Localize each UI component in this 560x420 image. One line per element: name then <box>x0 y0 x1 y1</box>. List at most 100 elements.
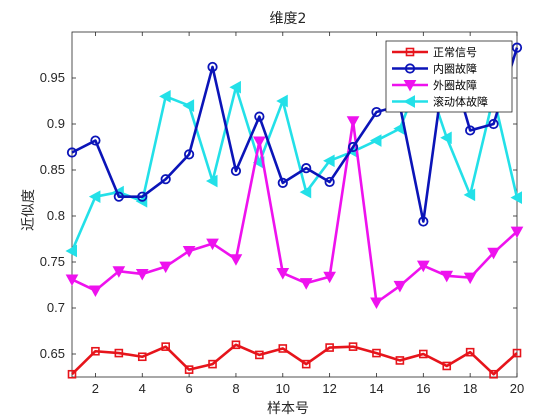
y-tick-label: 0.9 <box>47 116 65 131</box>
data-point <box>346 116 360 128</box>
data-point <box>112 266 126 278</box>
series-3 <box>65 116 524 310</box>
data-point <box>510 191 522 204</box>
data-point <box>416 260 430 273</box>
data-point <box>325 343 334 352</box>
data-point <box>463 188 476 202</box>
data-point <box>487 247 500 260</box>
data-point <box>160 174 171 185</box>
data-point <box>113 191 124 202</box>
data-point <box>278 344 288 353</box>
data-point <box>159 261 173 274</box>
data-point <box>184 365 194 374</box>
data-point <box>230 165 242 177</box>
data-point <box>371 106 382 118</box>
x-tick-label: 6 <box>185 381 192 396</box>
data-point <box>65 244 77 258</box>
data-point <box>323 154 335 168</box>
legend-item: 内圈故障 <box>392 62 477 76</box>
data-point <box>372 348 381 358</box>
legend-item: 正常信号 <box>392 46 477 59</box>
x-tick-label: 18 <box>463 381 477 396</box>
legend-marker <box>405 47 415 57</box>
legend-marker <box>403 95 415 108</box>
data-point <box>137 352 147 362</box>
chart-title: 维度2 <box>270 11 307 27</box>
data-point <box>419 349 428 359</box>
data-point <box>276 268 290 280</box>
y-tick-label: 0.8 <box>47 208 65 223</box>
x-tick-label: 10 <box>276 381 290 396</box>
data-point <box>510 226 524 239</box>
data-point <box>347 141 359 153</box>
y-axis-label: 近似度 <box>21 189 37 231</box>
x-tick-label: 4 <box>139 381 146 396</box>
data-point <box>511 42 523 53</box>
legend-label: 滚动体故障 <box>433 95 488 109</box>
data-point <box>323 271 336 284</box>
data-point <box>442 361 452 371</box>
data-point <box>89 285 102 298</box>
data-point <box>91 346 100 356</box>
legend-label: 正常信号 <box>433 46 477 59</box>
data-point <box>276 94 288 108</box>
legend-item: 外圈故障 <box>392 78 477 92</box>
data-point <box>393 280 407 293</box>
y-tick-label: 0.85 <box>40 162 65 177</box>
data-point <box>255 350 264 360</box>
data-point <box>418 216 429 227</box>
data-point <box>395 356 405 365</box>
data-point <box>370 297 383 310</box>
data-point <box>512 348 522 358</box>
data-point <box>301 359 311 369</box>
x-tick-label: 20 <box>510 381 524 396</box>
series-line <box>70 67 519 252</box>
x-tick-label: 8 <box>232 381 239 396</box>
legend-marker <box>404 63 416 74</box>
x-tick-label: 14 <box>369 381 383 396</box>
data-point <box>135 268 149 281</box>
x-tick-label: 2 <box>92 381 99 396</box>
x-axis-label: 样本号 <box>267 401 309 417</box>
series-1 <box>67 340 522 379</box>
data-point <box>299 185 312 199</box>
data-point <box>254 111 265 122</box>
data-point <box>184 149 195 160</box>
legend-item: 滚动体故障 <box>392 95 488 109</box>
x-tick-label: 16 <box>416 381 430 396</box>
data-point <box>208 359 217 369</box>
data-point <box>324 176 335 188</box>
data-point <box>301 163 312 174</box>
data-point <box>369 134 382 147</box>
data-point <box>207 61 218 73</box>
data-point <box>488 118 499 130</box>
data-point <box>229 254 243 266</box>
data-point <box>159 90 171 103</box>
data-point <box>182 245 196 258</box>
data-point <box>66 147 78 158</box>
series-group <box>65 42 524 379</box>
y-tick-label: 0.65 <box>40 346 65 361</box>
data-point <box>90 135 101 146</box>
data-point <box>465 125 476 136</box>
y-tick-label: 0.7 <box>47 300 65 315</box>
data-point <box>137 191 148 202</box>
data-point <box>277 177 288 188</box>
data-point <box>65 274 79 287</box>
data-point <box>67 369 77 379</box>
data-point <box>182 99 195 112</box>
data-point <box>440 270 454 283</box>
y-tick-label: 0.95 <box>40 70 65 85</box>
data-point <box>299 278 313 290</box>
plot-frame <box>71 31 518 378</box>
data-point <box>440 131 452 145</box>
data-point <box>161 342 170 351</box>
legend-label: 外圈故障 <box>433 78 477 92</box>
legend-label: 内圈故障 <box>433 62 477 76</box>
data-point <box>465 347 475 357</box>
axes: 2 4 6 8 10 12 14 16 18 20 0.65 0.7 0.75 0.8 0.85 0.9 0.9… <box>40 31 524 396</box>
data-point <box>253 136 266 149</box>
